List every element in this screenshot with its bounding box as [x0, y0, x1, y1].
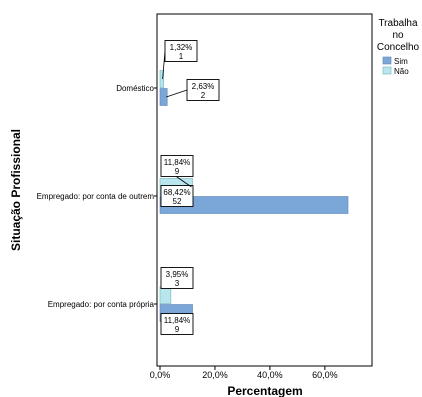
- y-axis-title: Situação Profissional: [9, 129, 23, 251]
- legend-label-nao: Não: [394, 67, 409, 76]
- x-tick-label-3: 60,0%: [312, 370, 338, 380]
- bar-sim-0: [159, 88, 168, 106]
- data-label-pct-sim-2: 11,84%: [164, 316, 191, 325]
- legend-title-line-1: Trabalha: [378, 18, 418, 29]
- category-label-1: Empregado: por conta de outrem: [37, 192, 155, 201]
- data-label-pct-não-0: 1,32%: [170, 43, 193, 52]
- bar-não-2: [159, 286, 172, 304]
- bar-sim-1: [159, 196, 349, 214]
- data-label-box-sim-1: [160, 185, 194, 207]
- legend-label-sim: Sim: [394, 57, 408, 66]
- data-label-pct-não-2: 3,95%: [166, 270, 189, 279]
- label-leader-sim-0: [166, 89, 188, 98]
- legend-title-line-2: no: [392, 30, 404, 41]
- category-label-0: Doméstico: [116, 84, 154, 93]
- data-label-count-não-2: 3: [175, 279, 180, 288]
- data-label-box-sim-2: [160, 313, 194, 335]
- data-label-box-sim-0: [186, 79, 220, 101]
- x-axis-title: Percentagem: [227, 384, 302, 397]
- data-label-count-sim-2: 9: [175, 325, 180, 334]
- data-label-pct-sim-0: 2,63%: [192, 82, 215, 91]
- data-label-count-não-1: 9: [175, 167, 180, 176]
- legend-title-line-3: Concelho: [377, 42, 420, 53]
- data-label-box-não-0: [164, 40, 198, 62]
- data-label-count-não-0: 1: [179, 52, 184, 61]
- x-tick-label-2: 40,0%: [257, 370, 283, 380]
- data-label-pct-sim-1: 68,42%: [163, 188, 190, 197]
- data-label-pct-não-1: 11,84%: [164, 158, 191, 167]
- bar-não-0: [159, 70, 164, 88]
- legend-swatch-nao: [382, 66, 392, 75]
- data-label-count-sim-1: 52: [173, 197, 182, 206]
- x-tick-label-1: 20,0%: [202, 370, 228, 380]
- data-label-count-sim-0: 2: [201, 91, 206, 100]
- data-label-box-não-1: [160, 155, 194, 177]
- legend-swatch-sim: [382, 56, 392, 65]
- legend: Trabalha no Concelho Sim Não: [377, 18, 420, 76]
- x-tick-label-0: 0,0%: [150, 370, 171, 380]
- data-label-box-não-2: [160, 267, 194, 289]
- category-label-2: Empregado: por conta própria: [48, 300, 155, 309]
